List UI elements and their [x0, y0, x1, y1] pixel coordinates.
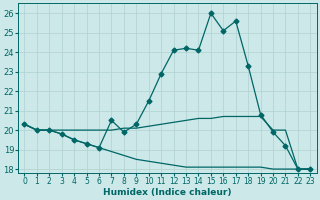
X-axis label: Humidex (Indice chaleur): Humidex (Indice chaleur) [103, 188, 232, 197]
